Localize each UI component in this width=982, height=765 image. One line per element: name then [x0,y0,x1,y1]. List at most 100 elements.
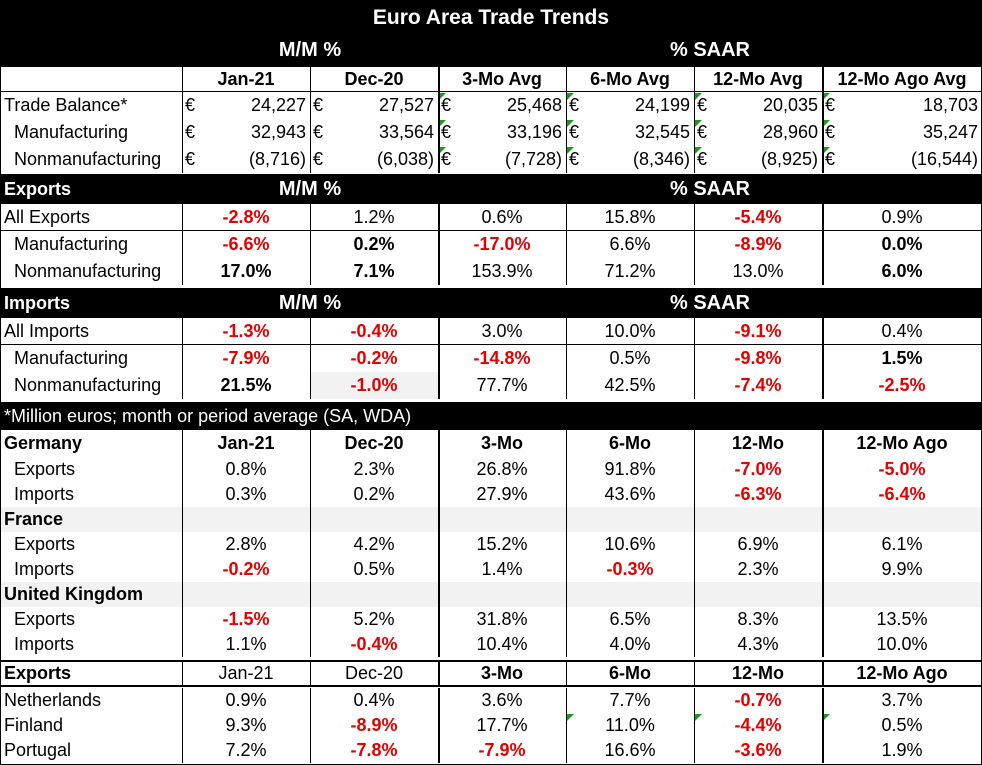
amount: 27,527 [378,95,434,115]
column-divider [438,345,440,372]
comment-indicator-icon [439,93,446,100]
value-cell: 13.0% [732,261,784,281]
column-header: 12-Mo Ago [856,663,948,683]
value-cell: -0.2% [350,348,398,368]
value-cell: 0.3% [225,484,267,504]
value-cell: 91.8% [604,459,656,479]
column-divider [822,582,824,607]
value-cell: 4.2% [353,534,395,554]
value-cell: 7.7% [609,690,651,710]
value-cell: 3.7% [881,690,923,710]
currency-cell: €35,247 [822,119,982,146]
currency-cell: €33,196 [438,119,566,146]
amount: (8,925) [760,149,818,169]
column-divider [566,688,567,713]
value-cell: -6.6% [222,234,270,254]
column-divider [438,67,440,91]
comment-indicator-icon [567,120,574,127]
value-cell: 0.2% [353,484,395,504]
comment-indicator-icon [695,714,702,721]
column-divider [822,482,824,507]
trade-balance-row: Manufacturing €32,943 €33,564 €33,196 €32,54… [0,119,982,146]
column-divider [310,318,311,344]
value-cell: 6.1% [881,534,923,554]
euro-symbol: € [185,122,196,142]
exports_section-row: All Exports -2.8% 1.2% 0.6% 15.8% -5.4% 0.9% [0,204,982,231]
column-divider [694,713,695,738]
imports_section-header-row: Imports M/M % % SAAR [0,288,982,318]
column-header: 6-Mo [609,663,651,683]
amount: (7,728) [504,149,562,169]
value-cell: 43.6% [604,484,656,504]
amount: (6,038) [376,149,434,169]
column-divider [438,482,440,507]
country-name: Germany [4,433,83,453]
comment-indicator-icon [695,93,702,100]
value-cell: -3.6% [734,740,782,760]
value-cell: 6.5% [609,609,651,629]
column-divider [310,482,311,507]
value-cell: -6.4% [878,484,926,504]
column-divider [182,67,183,91]
column-divider [822,430,824,457]
value-cell: 11.0% [566,713,694,738]
column-divider [566,231,567,258]
column-divider [566,92,567,119]
value-cell: 15.8% [604,206,656,227]
value-cell: 9.9% [881,559,923,579]
value-cell: 77.7% [476,375,528,395]
value-cell: 0.8% [225,459,267,479]
column-header: Dec-20 [344,663,404,683]
column-divider [182,688,183,713]
value-cell: 0.0% [881,234,923,254]
column-divider [694,430,695,457]
currency-cell: €20,035 [694,92,822,119]
value-cell: 21.5% [220,375,272,395]
amount: 33,196 [506,122,562,142]
currency-cell: €33,564 [310,119,438,146]
section-title: Exports [4,663,72,683]
column-header: 3-Mo Avg [462,68,542,89]
column-divider [310,738,311,763]
exports_section-row: Manufacturing -6.6% 0.2% -17.0% 6.6% -8.9% 0.0… [0,231,982,258]
column-divider [310,457,311,482]
column-divider [182,258,183,285]
value-cell: 7.1% [353,261,395,281]
mm-header: M/M % [278,291,342,314]
column-divider [310,557,311,582]
column-divider [310,582,311,607]
currency-cell: € (8,346) [566,146,694,173]
column-divider [310,258,311,285]
amount: 33,564 [378,122,434,142]
value-cell: 1.9% [881,740,923,760]
value-cell: 10.6% [604,534,656,554]
column-divider [566,662,567,685]
column-divider [822,258,824,285]
column-divider [310,507,311,532]
value-cell: -1.0% [310,372,438,399]
column-divider [438,372,440,399]
column-divider [566,507,567,532]
column-divider [566,372,567,399]
column-divider [566,713,567,738]
column-divider [182,372,183,399]
value-cell: -7.8% [350,740,398,760]
country-name: France [4,509,64,529]
note-row: *Million euros; month or period average … [0,402,982,430]
page-title: Euro Area Trade Trends [372,6,610,29]
column-divider [566,119,567,146]
value-cell: 0.5% [609,348,651,368]
column-divider [310,372,311,399]
column-divider [822,204,824,230]
row-label: Imports [14,559,75,579]
country-imports-row: Imports 0.3% 0.2% 27.9% 43.6% -6.3% -6.4% [0,482,982,507]
period-header-row: M/M % % SAAR [0,36,982,65]
column-divider [182,146,183,173]
column-divider [822,92,824,119]
section-title: Exports [4,178,72,199]
footnote: *Million euros; month or period average … [4,405,412,426]
row-label: All Exports [4,206,91,227]
column-divider [694,92,695,119]
value-cell: 13.5% [876,609,928,629]
country-header-row: Germany Jan-21 Dec-20 3-Mo 6-Mo 12-Mo 12-Mo Ag… [0,430,982,457]
